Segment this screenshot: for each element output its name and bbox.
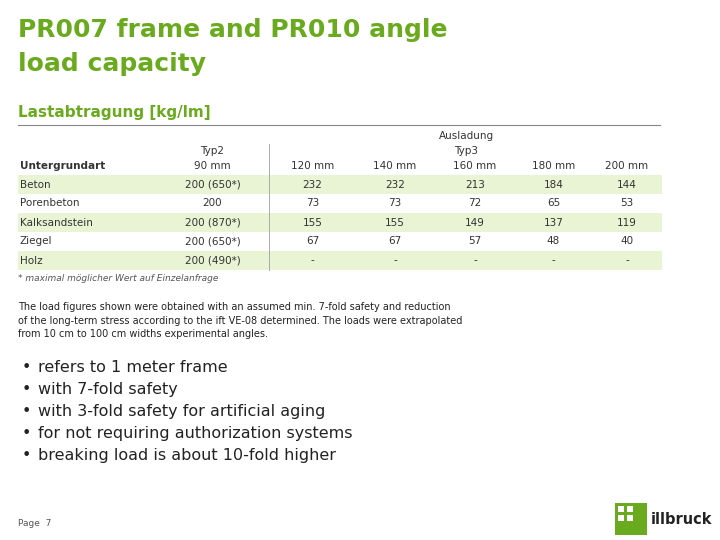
Text: 90 mm: 90 mm (194, 161, 231, 171)
Text: -: - (625, 255, 629, 266)
Text: 137: 137 (544, 218, 564, 227)
Text: 72: 72 (469, 199, 482, 208)
Text: 65: 65 (547, 199, 560, 208)
Text: 200 mm: 200 mm (606, 161, 649, 171)
Text: •: • (22, 426, 32, 441)
Text: 232: 232 (302, 179, 323, 190)
Text: 200 (490*): 200 (490*) (184, 255, 240, 266)
Bar (615, 503, 647, 535)
Bar (627, 515, 633, 521)
Bar (618, 506, 624, 512)
Text: 184: 184 (544, 179, 564, 190)
Text: 120 mm: 120 mm (291, 161, 334, 171)
Bar (18, 232, 662, 251)
Text: 48: 48 (547, 237, 560, 246)
Text: Ziegel: Ziegel (20, 237, 53, 246)
Text: 53: 53 (621, 199, 634, 208)
Text: -: - (552, 255, 555, 266)
Text: 73: 73 (306, 199, 319, 208)
Text: 149: 149 (465, 218, 485, 227)
Text: -: - (393, 255, 397, 266)
Text: 119: 119 (617, 218, 637, 227)
Text: 67: 67 (306, 237, 319, 246)
Text: with 7-fold safety: with 7-fold safety (38, 382, 178, 397)
Text: breaking load is about 10-fold higher: breaking load is about 10-fold higher (38, 448, 336, 463)
Text: 73: 73 (388, 199, 402, 208)
Text: 67: 67 (388, 237, 402, 246)
Text: The load figures shown were obtained with an assumed min. 7-fold safety and redu: The load figures shown were obtained wit… (18, 302, 462, 339)
Text: Untergrundart: Untergrundart (20, 161, 105, 171)
Text: Typ2: Typ2 (200, 146, 225, 156)
Text: for not requiring authorization systems: for not requiring authorization systems (38, 426, 353, 441)
Text: Page  7: Page 7 (18, 519, 51, 528)
Text: Holz: Holz (20, 255, 42, 266)
Text: Porenbeton: Porenbeton (20, 199, 79, 208)
Text: Kalksandstein: Kalksandstein (20, 218, 93, 227)
Bar (618, 515, 624, 521)
Text: 213: 213 (465, 179, 485, 190)
Text: load capacity: load capacity (18, 52, 206, 76)
Text: PR007 frame and PR010 angle: PR007 frame and PR010 angle (18, 18, 448, 42)
Text: -: - (310, 255, 315, 266)
Text: 160 mm: 160 mm (454, 161, 497, 171)
Text: 200 (870*): 200 (870*) (184, 218, 240, 227)
Bar (18, 194, 662, 213)
Text: •: • (22, 404, 32, 419)
Text: •: • (22, 382, 32, 397)
Text: 200: 200 (203, 199, 222, 208)
Text: * maximal möglicher Wert auf Einzelanfrage: * maximal möglicher Wert auf Einzelanfra… (18, 274, 218, 283)
Text: illbruck: illbruck (651, 511, 713, 526)
Text: 155: 155 (385, 218, 405, 227)
Text: Typ3: Typ3 (454, 146, 478, 156)
Text: 40: 40 (621, 237, 634, 246)
Bar (18, 175, 662, 194)
Text: Beton: Beton (20, 179, 50, 190)
Bar (18, 251, 662, 270)
Text: 232: 232 (385, 179, 405, 190)
Text: Lastabtragung [kg/lm]: Lastabtragung [kg/lm] (18, 105, 211, 120)
Text: 200 (650*): 200 (650*) (184, 179, 240, 190)
Text: 144: 144 (617, 179, 637, 190)
Text: 180 mm: 180 mm (532, 161, 575, 171)
Text: -: - (473, 255, 477, 266)
Text: 155: 155 (302, 218, 323, 227)
Bar (627, 506, 633, 512)
Text: •: • (22, 448, 32, 463)
Text: Ausladung: Ausladung (438, 131, 494, 141)
Text: 57: 57 (469, 237, 482, 246)
Bar (18, 213, 662, 232)
Text: with 3-fold safety for artificial aging: with 3-fold safety for artificial aging (38, 404, 325, 419)
Text: 200 (650*): 200 (650*) (184, 237, 240, 246)
Text: 140 mm: 140 mm (374, 161, 417, 171)
Text: refers to 1 meter frame: refers to 1 meter frame (38, 360, 228, 375)
Text: •: • (22, 360, 32, 375)
